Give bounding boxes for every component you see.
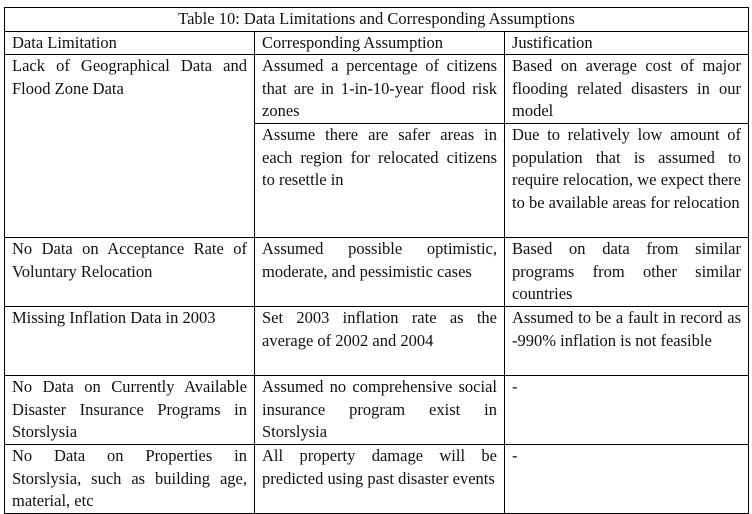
table-header-row: Data Limitation Corresponding Assumption… bbox=[4, 30, 749, 56]
limitation-cell: Missing Inflation Data in 2003 bbox=[4, 306, 255, 377]
assumption-cell: All property damage will be predicted us… bbox=[254, 444, 505, 514]
limitation-cell: Lack of Geographical Data and Flood Zone… bbox=[4, 54, 255, 239]
table-row: No Data on Acceptance Rate of Voluntary … bbox=[4, 237, 749, 308]
assumption-cell: Assumed no comprehensive social insuranc… bbox=[254, 375, 505, 446]
assumption-cell: Assumed possible optimistic, moderate, a… bbox=[254, 237, 505, 308]
table-title-row: Table 10: Data Limitations and Correspon… bbox=[4, 7, 749, 32]
table-row: Missing Inflation Data in 2003 Set 2003 … bbox=[4, 306, 749, 377]
table-title: Table 10: Data Limitations and Correspon… bbox=[4, 7, 749, 32]
justification-cell: Based on average cost of major flooding … bbox=[504, 54, 749, 125]
justification-cell: - bbox=[504, 444, 749, 514]
header-data-limitation: Data Limitation bbox=[4, 30, 255, 56]
justification-cell: Due to relatively low amount of populati… bbox=[504, 123, 749, 239]
table-row: No Data on Properties in Storslysia, suc… bbox=[4, 444, 749, 514]
limitation-cell: No Data on Currently Available Disaster … bbox=[4, 375, 255, 446]
table-row: Assume there are safer areas in each reg… bbox=[5, 123, 749, 239]
assumption-cell: Assumed a percentage of citizens that ar… bbox=[254, 54, 505, 125]
header-justification: Justification bbox=[504, 30, 749, 56]
assumption-cell: Set 2003 inflation rate as the average o… bbox=[254, 306, 505, 377]
limitation-cell: No Data on Properties in Storslysia, suc… bbox=[4, 444, 255, 514]
assumption-cell: Assume there are safer areas in each reg… bbox=[254, 123, 505, 239]
limitation-cell: No Data on Acceptance Rate of Voluntary … bbox=[4, 237, 255, 308]
header-corresponding-assumption: Corresponding Assumption bbox=[254, 30, 505, 56]
justification-cell: - bbox=[504, 375, 749, 446]
table-row: No Data on Currently Available Disaster … bbox=[4, 375, 749, 446]
limitations-table: Table 10: Data Limitations and Correspon… bbox=[4, 7, 749, 514]
justification-cell: Based on data from similar programs from… bbox=[504, 237, 749, 308]
justification-cell: Assumed to be a fault in record as -990%… bbox=[504, 306, 749, 377]
table-row: Lack of Geographical Data and Flood Zone… bbox=[4, 54, 749, 239]
